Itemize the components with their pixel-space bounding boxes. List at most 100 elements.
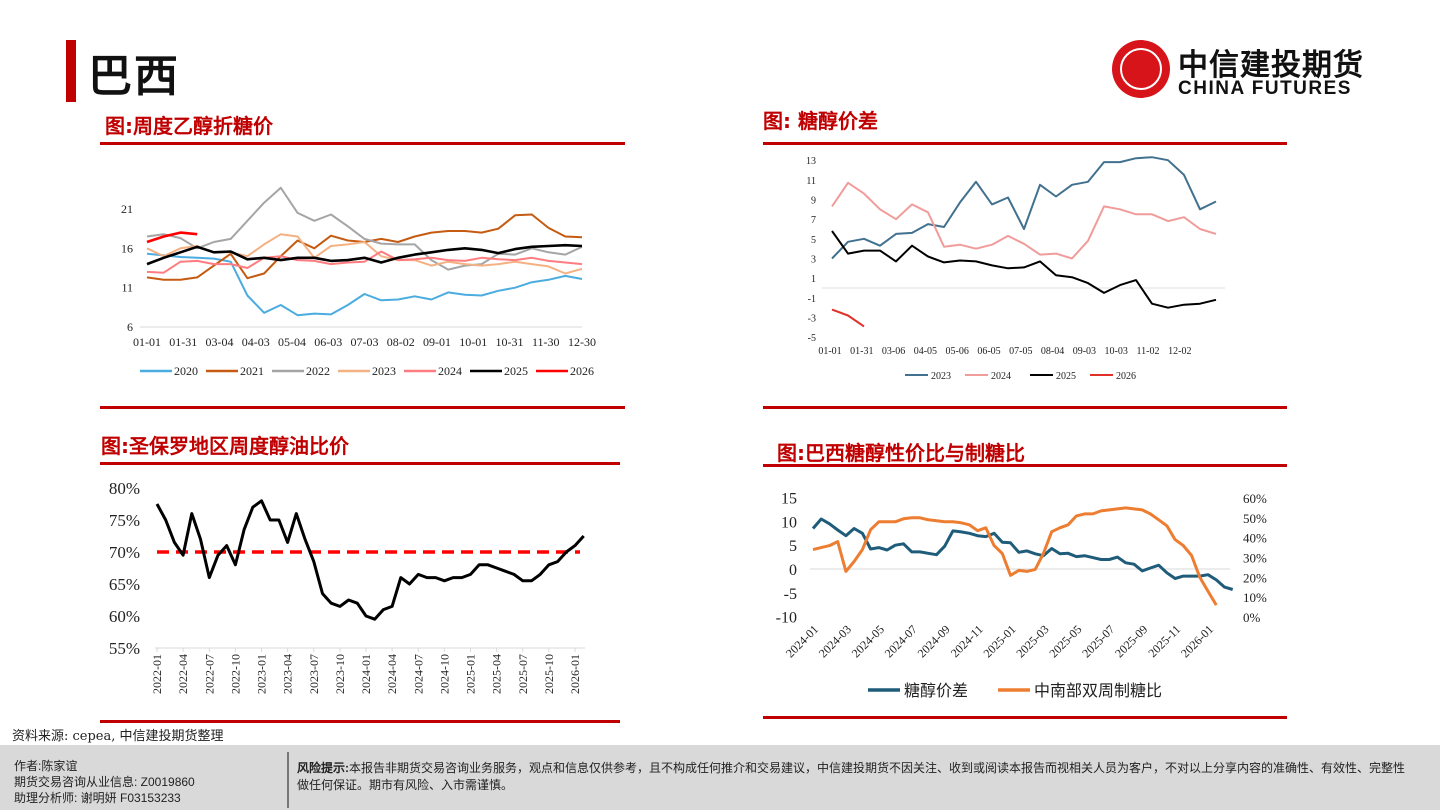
series-line-2024 [146, 250, 583, 274]
y-tick-label: 9 [811, 196, 816, 207]
x-tick-label: 10-31 [496, 335, 524, 349]
y-tick-label: 13 [806, 156, 816, 167]
divider [763, 716, 1287, 719]
x-tick-label: 2023-01 [255, 654, 269, 694]
divider [763, 406, 1287, 409]
section-title-ethanol-gasoline-ratio: 图:圣保罗地区周度醇油比价 [101, 434, 349, 458]
y-tick-label: 75% [109, 511, 140, 530]
assistant: 助理分析师: 谢明妍 F03153233 [14, 791, 181, 805]
author: 作者:陈家谊 [14, 759, 78, 773]
x-tick-label: 2022-01 [150, 654, 164, 694]
footer-divider [287, 752, 289, 808]
x-tick-label: 11-02 [1137, 346, 1160, 357]
legend-sugar-mix-label: 中南部双周制糖比 [1034, 682, 1162, 700]
x-tick-label: 01-31 [169, 335, 197, 349]
legend-label-2020: 2020 [174, 364, 198, 378]
legend-label-2025: 2025 [1056, 371, 1076, 382]
x-tick-label: 2026-01 [568, 654, 582, 694]
y-right-tick-label: 30% [1243, 551, 1267, 566]
legend-label-2024: 2024 [438, 364, 462, 378]
series-line-2026 [831, 308, 865, 328]
x-tick-label: 2023-04 [281, 654, 295, 694]
section-title-sugar-ethanol-spread: 图: 糖醇价差 [763, 109, 878, 133]
x-tick-label: 2024-07 [411, 654, 425, 694]
divider [100, 142, 625, 145]
x-tick-label: 2023-07 [307, 654, 321, 694]
x-tick-label: 12-02 [1168, 346, 1191, 357]
x-tick-label: 2024-11 [948, 622, 986, 660]
x-tick-label: 2025-01 [980, 622, 1018, 660]
series-line-2021 [146, 213, 583, 281]
series-line-spread [811, 517, 1234, 591]
legend-label-2025: 2025 [504, 364, 528, 378]
y-tick-label: -1 [808, 294, 816, 305]
y-left-tick-label: 15 [781, 491, 797, 508]
x-tick-label: 2025-04 [490, 654, 504, 694]
y-tick-label: 60% [109, 607, 140, 626]
company-logo: 中信建投期货 CHINA FUTURES [1112, 40, 1392, 104]
x-tick-label: 04-05 [914, 346, 937, 357]
data-source: 资料来源: cepea, 中信建投期货整理 [12, 729, 224, 744]
y-tick-label: 70% [109, 543, 140, 562]
series-line-2025 [146, 243, 583, 266]
x-tick-label: 2024-10 [437, 654, 451, 694]
legend-label-2026: 2026 [1116, 371, 1136, 382]
divider [763, 142, 1287, 145]
page-title: 巴西 [88, 51, 180, 102]
y-tick-label: 80% [109, 479, 140, 498]
divider [100, 720, 620, 723]
x-tick-label: 2022-07 [202, 654, 216, 694]
x-tick-label: 08-02 [387, 335, 415, 349]
x-tick-label: 2024-01 [359, 654, 373, 694]
y-tick-label: 11 [806, 176, 816, 187]
x-tick-label: 2025-05 [1046, 622, 1084, 660]
x-tick-label: 2024-03 [816, 622, 854, 660]
series-line-2020 [146, 252, 583, 317]
series-line-2024 [831, 181, 1217, 260]
x-tick-label: 09-03 [1073, 346, 1096, 357]
x-tick-label: 09-01 [423, 335, 451, 349]
x-tick-label: 2024-01 [783, 622, 821, 660]
series-line-sugar-mix [812, 506, 1218, 606]
series-line-2022 [146, 186, 583, 271]
x-tick-label: 05-06 [946, 346, 969, 357]
risk-text: 本报告非期货交易咨询业务服务，观点和信息仅供参考，且不构成任何推介和交易建议，中… [297, 761, 1406, 792]
y-tick-label: 3 [811, 255, 816, 266]
series-line-ratio [155, 499, 585, 621]
divider [763, 464, 1287, 467]
y-right-tick-label: 10% [1243, 590, 1267, 605]
x-tick-label: 2026-01 [1178, 622, 1216, 660]
x-tick-label: 2025-11 [1145, 622, 1183, 660]
y-right-tick-label: 60% [1243, 491, 1267, 506]
y-left-tick-label: -5 [784, 586, 797, 603]
x-tick-label: 01-31 [850, 346, 873, 357]
divider [100, 462, 620, 465]
x-tick-label: 2025-03 [1013, 622, 1051, 660]
x-tick-label: 2022-04 [176, 654, 190, 694]
x-tick-label: 03-04 [206, 335, 234, 349]
y-tick-label: 65% [109, 575, 140, 594]
x-tick-label: 11-30 [532, 335, 560, 349]
y-tick-label: 6 [127, 320, 133, 334]
y-left-tick-label: 0 [789, 562, 797, 579]
x-tick-label: 12-30 [568, 335, 596, 349]
footer-band [0, 745, 1440, 810]
y-left-tick-label: -10 [776, 610, 797, 627]
section-title-ethanol-sugar-price: 图:周度乙醇折糖价 [105, 114, 273, 138]
legend-label-2023: 2023 [372, 364, 396, 378]
section-title-sugar-mix: 图:巴西糖醇性价比与制糖比 [777, 441, 1025, 465]
y-tick-label: 11 [121, 281, 133, 295]
legend-label-2023: 2023 [931, 371, 951, 382]
x-tick-label: 2024-09 [915, 622, 953, 660]
y-tick-label: 5 [811, 235, 816, 246]
x-tick-label: 06-03 [314, 335, 342, 349]
x-tick-label: 07-05 [1009, 346, 1032, 357]
x-tick-label: 01-01 [133, 335, 161, 349]
x-tick-label: 2025-10 [542, 654, 556, 694]
x-tick-label: 2024-04 [385, 654, 399, 694]
y-tick-label: 1 [811, 274, 816, 285]
x-tick-label: 2022-10 [228, 654, 242, 694]
logo-en-text: CHINA FUTURES [1178, 78, 1352, 99]
y-tick-label: 7 [811, 215, 816, 226]
